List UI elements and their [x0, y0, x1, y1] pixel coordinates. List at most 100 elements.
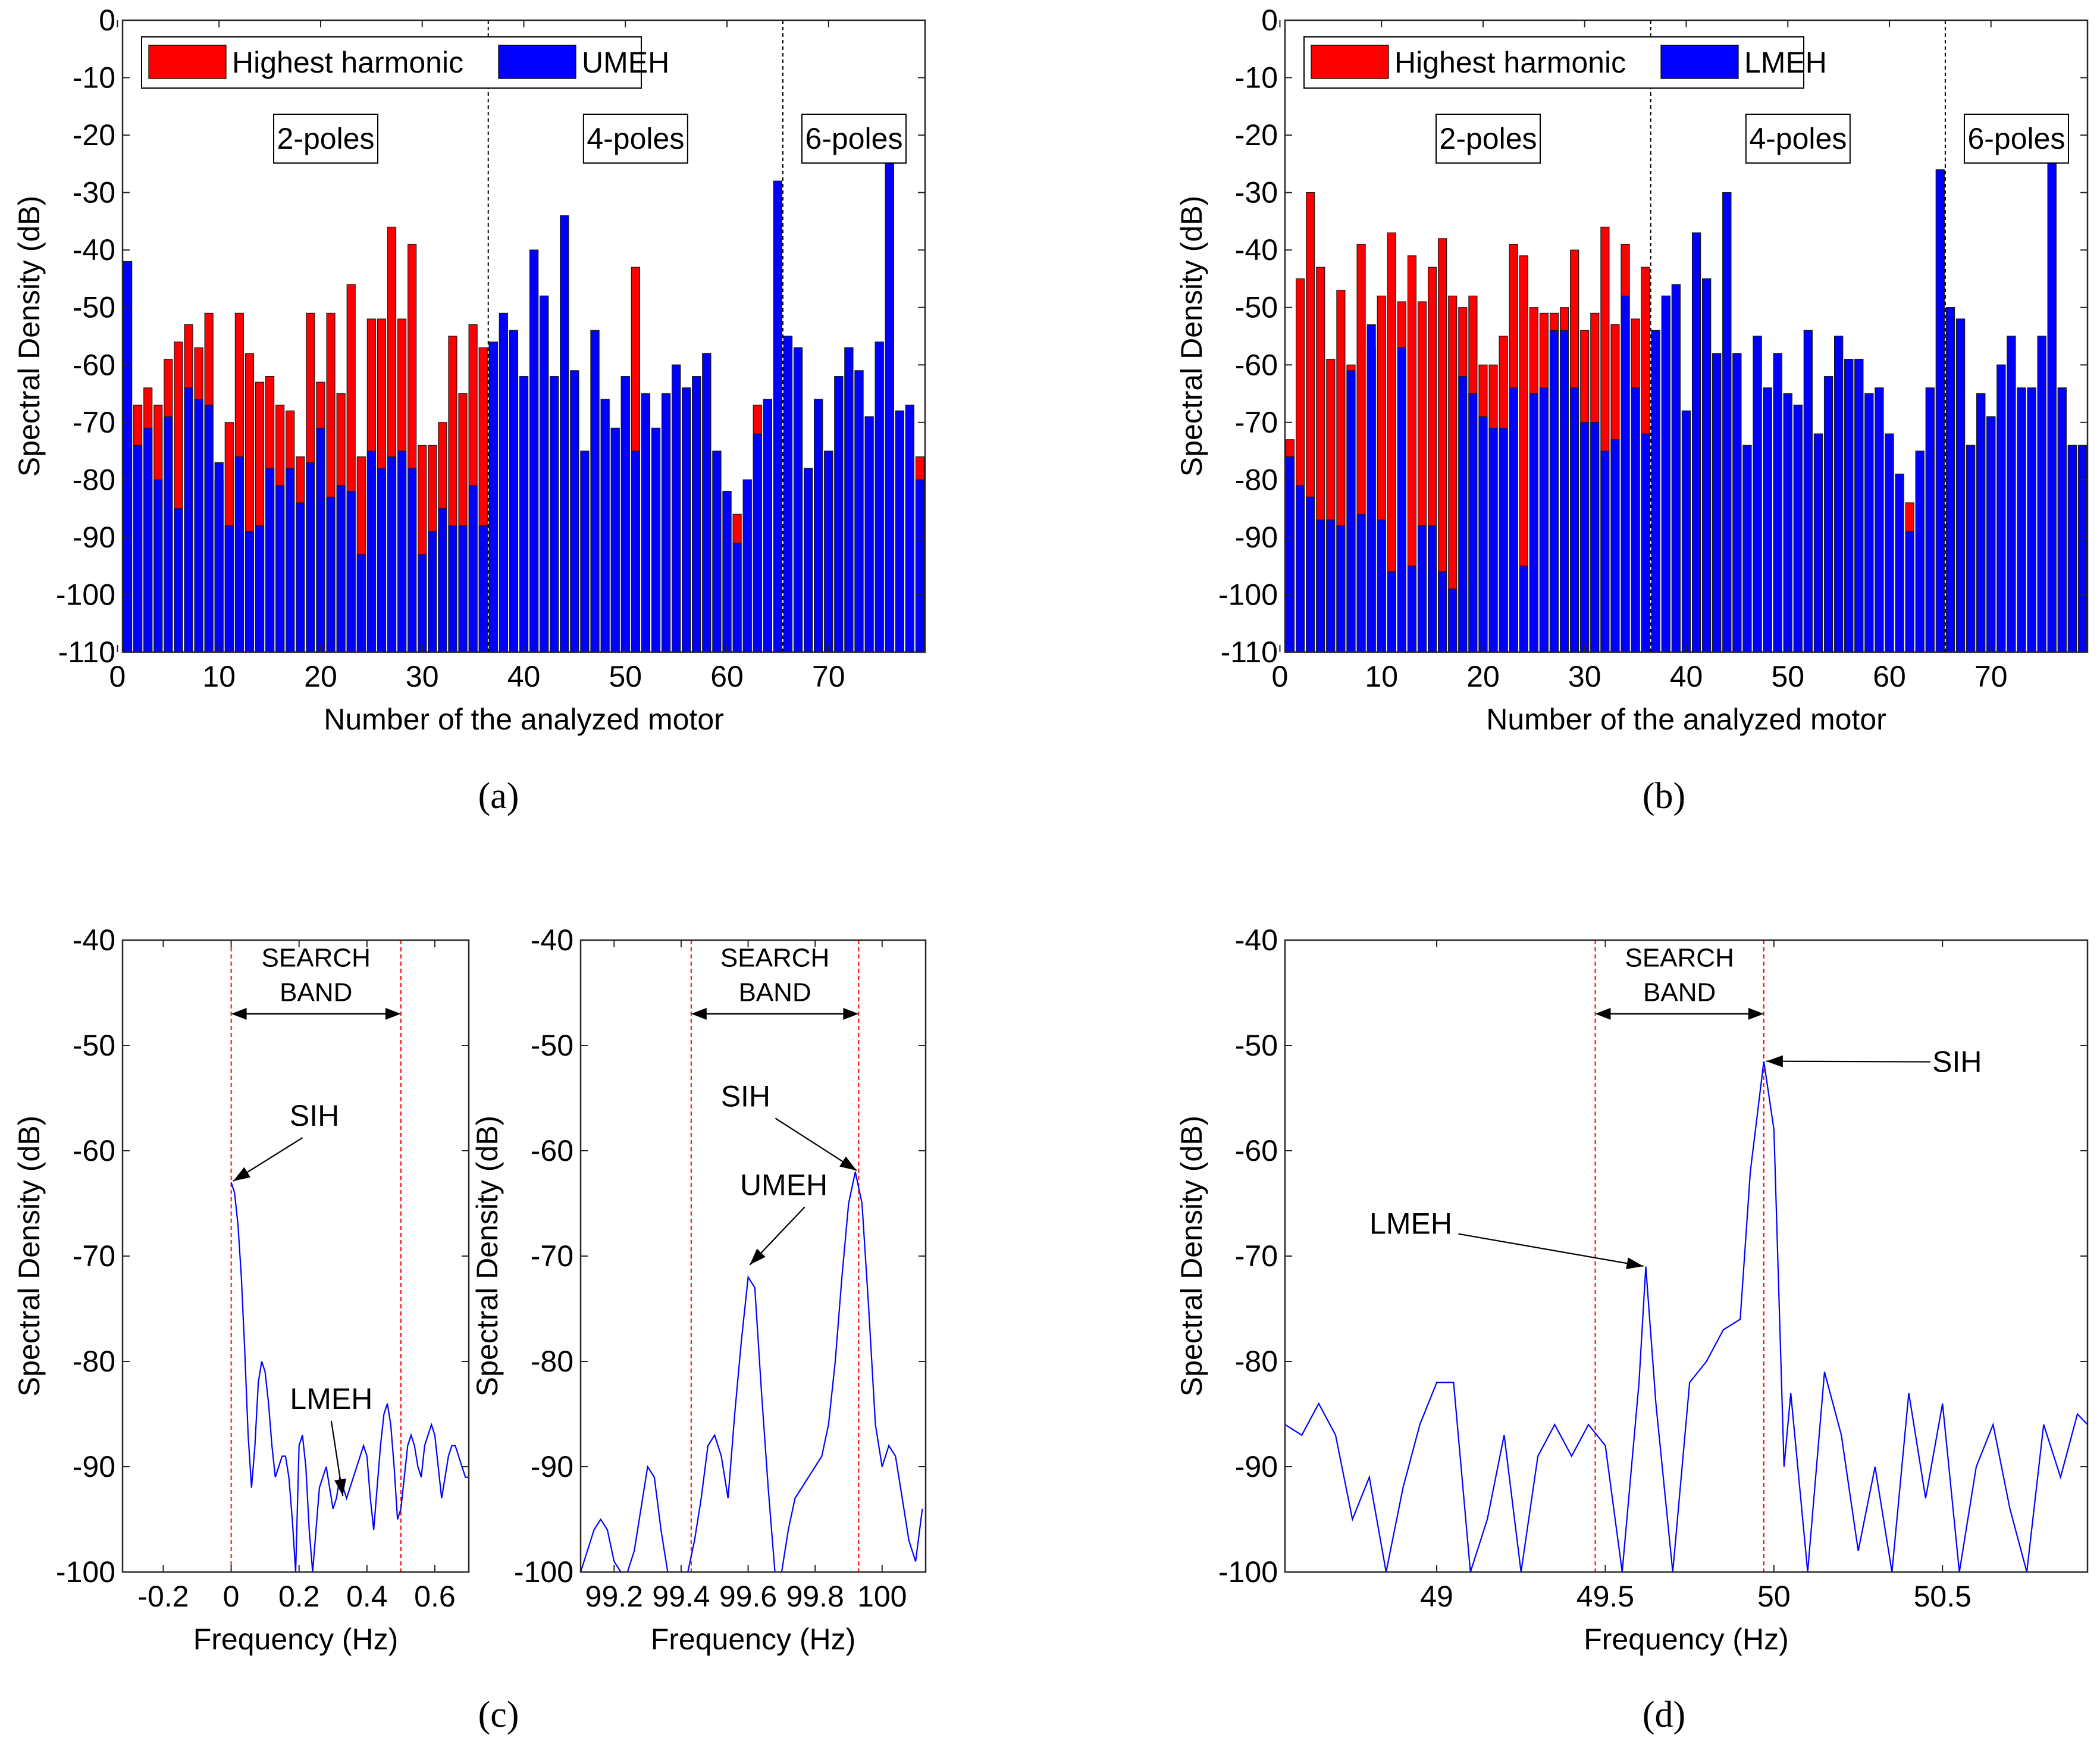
y-tick-label: -90	[531, 1450, 573, 1483]
bar-lmeh	[1387, 571, 1396, 653]
bar-lmeh	[1366, 324, 1376, 653]
y-tick-label: -110	[1221, 635, 1278, 669]
bar-umeh	[326, 496, 336, 653]
bar-umeh	[641, 393, 651, 653]
y-tick-label: -40	[1235, 923, 1278, 957]
x-tick-label: 40	[1670, 660, 1703, 693]
bar-lmeh	[1864, 393, 1874, 653]
y-tick-label: 0	[1261, 4, 1278, 37]
y-tick-label: -20	[1235, 118, 1278, 152]
bar-lmeh	[1722, 192, 1732, 653]
bar-umeh	[123, 261, 133, 653]
x-tick-label: 30	[1568, 660, 1601, 693]
bar-lmeh	[1996, 364, 2006, 653]
y-tick-label: -100	[56, 578, 115, 611]
bar-lmeh	[1621, 295, 1630, 653]
bar-umeh	[234, 456, 244, 653]
annotation-lmeh: LMEH	[290, 1382, 372, 1416]
bar-umeh	[275, 485, 285, 653]
bar-lmeh	[2047, 158, 2057, 653]
bar-umeh	[356, 554, 366, 653]
y-tick-label: -40	[1235, 233, 1278, 267]
bar-lmeh	[1316, 519, 1325, 653]
bar-umeh	[448, 525, 457, 653]
bar-lmeh	[1296, 485, 1305, 653]
y-tick-label: 0	[99, 4, 115, 37]
bar-lmeh	[1671, 284, 1681, 653]
bar-lmeh	[1651, 330, 1660, 653]
bar-umeh	[478, 525, 488, 653]
bar-lmeh	[1925, 387, 1935, 653]
bar-umeh	[488, 342, 498, 653]
x-tick-label: 40	[507, 660, 541, 693]
y-tick-label: -80	[1235, 463, 1278, 496]
bar-lmeh	[1397, 347, 1406, 653]
bar-lmeh	[2037, 336, 2046, 653]
legend-label-secondary: LMEH	[1744, 46, 1827, 79]
bar-umeh	[336, 485, 346, 653]
group-label-box	[801, 114, 907, 164]
caption-d: (d)	[1643, 1695, 1685, 1735]
x-axis-label: Number of the analyzed motor	[324, 703, 724, 736]
search-band-label: BAND	[1643, 978, 1716, 1007]
y-tick-label: -70	[531, 1239, 573, 1273]
legend-label-highest: Highest harmonic	[232, 46, 463, 79]
bar-lmeh	[1773, 353, 1782, 653]
group-label: 6-poles	[805, 122, 902, 155]
arrow-head-left	[1595, 1007, 1611, 1020]
bar-lmeh	[1702, 278, 1712, 653]
bar-lmeh	[1539, 387, 1549, 653]
bar-lmeh	[1377, 519, 1386, 653]
y-tick-label: -90	[1235, 521, 1278, 554]
chart-c-left: SEARCH BAND SIH LMEH -40 -50 -60 -70 -80 -90 -100-…	[12, 923, 470, 1656]
bar-lmeh	[1468, 393, 1478, 653]
bar-lmeh	[1600, 450, 1610, 653]
y-tick-label: -80	[531, 1345, 573, 1378]
search-band-label: SEARCH	[262, 943, 371, 972]
y-tick-label: -40	[531, 923, 573, 957]
bar-umeh	[509, 330, 519, 653]
bar-lmeh	[1976, 393, 1986, 653]
bar-lmeh	[1407, 565, 1417, 653]
bar-lmeh	[1844, 359, 1854, 653]
bar-lmeh	[1945, 307, 1955, 653]
bar-lmeh	[1712, 353, 1722, 653]
bar-umeh	[610, 427, 620, 653]
bar-lmeh	[1488, 427, 1498, 653]
annotation-arrow-head	[750, 1248, 766, 1265]
bar-lmeh	[1559, 330, 1569, 653]
x-tick-label: 60	[710, 660, 744, 693]
bar-lmeh	[1499, 427, 1508, 653]
annotation-arrow	[1458, 1233, 1644, 1267]
bar-lmeh	[1417, 525, 1427, 653]
y-axis-label: Spectral Density (dB)	[1175, 196, 1208, 477]
x-tick-label: 0	[109, 660, 126, 693]
y-tick-label: -80	[73, 463, 115, 496]
annotation-arrow	[1766, 1060, 1930, 1063]
bar-lmeh	[1875, 387, 1884, 653]
group-label: 6-poles	[1967, 122, 2065, 155]
annotation-arrow-head	[1766, 1055, 1783, 1067]
x-tick-label: 50	[609, 660, 642, 693]
x-tick-label: 0.6	[414, 1580, 456, 1613]
x-tick-label: 10	[202, 660, 236, 693]
x-tick-label: 60	[1873, 660, 1906, 693]
bar-lmeh	[1742, 444, 1752, 653]
bar-lmeh	[1448, 588, 1458, 653]
bar-umeh	[804, 468, 813, 653]
y-tick-label: -30	[1235, 176, 1278, 209]
arrow-head-left	[231, 1007, 247, 1020]
bar-umeh	[387, 456, 397, 653]
spectrum-line	[230, 1182, 469, 1572]
bar-lmeh	[1428, 525, 1437, 653]
bar-lmeh	[1905, 531, 1914, 653]
bar-lmeh	[1529, 393, 1538, 653]
y-tick-label: -100	[56, 1555, 115, 1589]
group-label: 2-poles	[1440, 122, 1537, 155]
bar-lmeh	[1285, 456, 1295, 653]
x-tick-label: 0.4	[346, 1580, 388, 1613]
group-label-box	[1963, 114, 2069, 164]
y-tick-label: -60	[531, 1134, 573, 1167]
bar-umeh	[742, 479, 752, 653]
legend-swatch-blue	[498, 45, 576, 79]
